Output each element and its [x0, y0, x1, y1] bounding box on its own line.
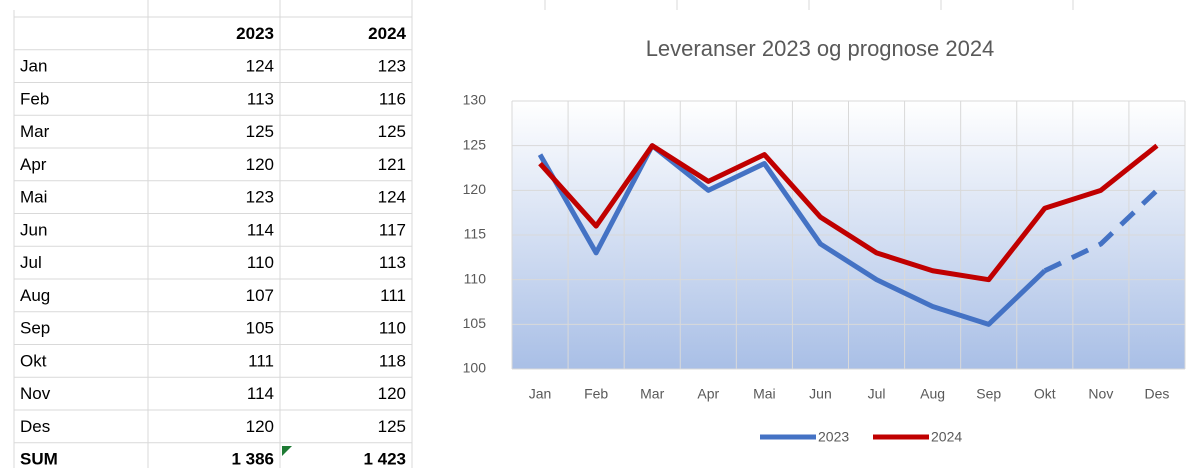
y-tick-label: 115	[464, 226, 487, 242]
x-tick-label: Jul	[868, 386, 886, 402]
y-tick-label: 125	[463, 136, 487, 152]
cell: 125	[378, 122, 406, 141]
cell-indicator	[282, 446, 292, 456]
y-tick-label: 110	[464, 270, 487, 286]
x-tick-label: Okt	[1034, 386, 1056, 402]
y-tick-label: 100	[463, 360, 487, 376]
series-line	[538, 143, 1159, 283]
cell: 120	[246, 417, 274, 436]
x-tick-label: Aug	[920, 386, 945, 402]
cell: 105	[246, 319, 274, 338]
row-label: Aug	[20, 286, 50, 305]
x-tick-label: Jun	[809, 386, 832, 402]
cell: 114	[247, 384, 274, 403]
table: 2023 2024 Jan 124 123 Feb 113 116 Mar 125 125 Apr 12…	[13, 10, 413, 469]
cell: 123	[378, 57, 406, 76]
cell: 1 423	[363, 450, 406, 468]
row-label: Feb	[20, 89, 49, 108]
row-label: Okt	[20, 351, 47, 370]
cell: 111	[248, 351, 274, 370]
cell: 121	[378, 155, 406, 174]
x-tick-label: Sep	[976, 386, 1001, 402]
cell: 117	[379, 220, 406, 239]
y-tick-label: 105	[463, 315, 487, 331]
cell: 124	[378, 188, 406, 207]
row-label: Nov	[20, 384, 51, 403]
cell: 114	[247, 220, 274, 239]
cell: 116	[379, 89, 406, 108]
row-label: Jul	[20, 253, 42, 272]
legend-label: 2024	[931, 429, 962, 445]
y-tick-label: 120	[463, 181, 487, 197]
legend-label: 2023	[818, 429, 849, 445]
row-label: Mai	[20, 188, 47, 207]
x-tick-label: Des	[1145, 386, 1170, 402]
chart: 100 105 110 115 120 125 130 Jan Feb Mar Apr Mai Jun J…	[463, 92, 1186, 445]
header-cell: 2024	[368, 24, 406, 43]
cell: 124	[246, 57, 274, 76]
cell: 118	[379, 351, 406, 370]
header-cell: 2023	[236, 24, 274, 43]
cell: 107	[246, 286, 274, 305]
row-label: SUM	[20, 450, 58, 468]
row-label: Mar	[20, 122, 50, 141]
row-label: Sep	[20, 319, 50, 338]
cell: 110	[379, 319, 406, 338]
series-line	[1043, 188, 1159, 273]
series-line	[537, 143, 1047, 327]
x-tick-label: Apr	[697, 386, 719, 402]
cell: 1 386	[231, 450, 274, 468]
x-tick-label: Mar	[640, 386, 664, 402]
cell: 123	[246, 188, 274, 207]
cell: 110	[247, 253, 274, 272]
x-tick-label: Jan	[529, 386, 552, 402]
cell: 120	[246, 155, 274, 174]
cell: 120	[378, 384, 406, 403]
y-tick-label: 130	[463, 92, 487, 108]
cell: 125	[378, 417, 406, 436]
x-tick-label: Feb	[584, 386, 608, 402]
cell: 113	[379, 253, 406, 272]
cell: 125	[246, 122, 274, 141]
cell: 113	[247, 89, 274, 108]
row-label: Jan	[20, 57, 47, 76]
x-tick-label: Mai	[753, 386, 776, 402]
row-label: Apr	[20, 155, 47, 174]
row-label: Jun	[20, 220, 47, 239]
chart-title: Leveranser 2023 og prognose 2024	[646, 36, 995, 61]
row-label: Des	[20, 417, 50, 436]
x-tick-label: Nov	[1088, 386, 1113, 402]
cell: 111	[380, 286, 406, 305]
